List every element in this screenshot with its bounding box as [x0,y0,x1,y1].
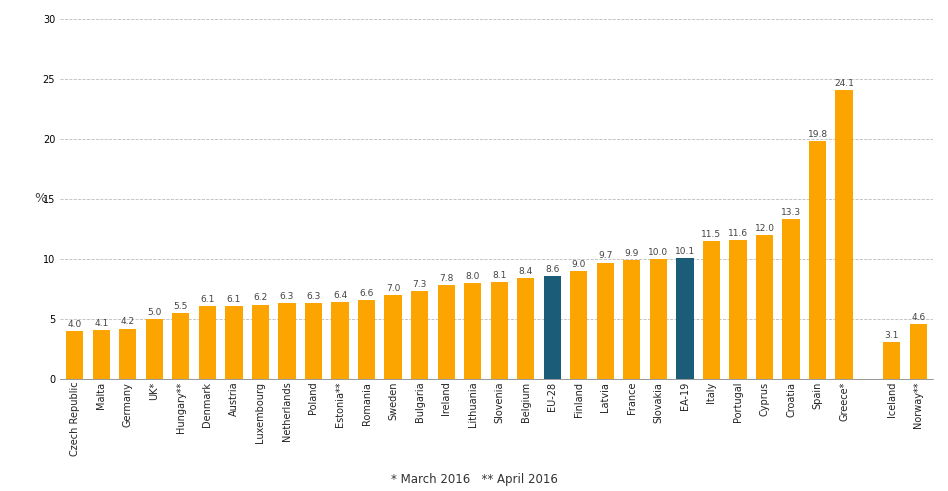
Bar [173,313,190,379]
Bar [782,219,800,379]
Bar [411,291,428,379]
Bar [438,285,455,379]
Text: 19.8: 19.8 [808,130,828,139]
Text: 4.1: 4.1 [94,319,108,327]
Bar [279,303,296,379]
Text: 10.0: 10.0 [648,248,668,257]
Text: 3.1: 3.1 [884,330,899,340]
Bar [119,328,137,379]
Bar [570,271,588,379]
Text: 10.1: 10.1 [675,246,695,256]
Text: 6.1: 6.1 [227,295,241,303]
Bar [910,324,927,379]
Bar [146,319,163,379]
Text: 9.9: 9.9 [625,249,639,258]
Bar [702,241,720,379]
Text: 6.6: 6.6 [359,289,374,298]
Text: 6.2: 6.2 [253,294,267,302]
Bar [729,240,747,379]
Bar [676,258,694,379]
Text: 8.6: 8.6 [545,265,559,273]
Bar [385,295,402,379]
Text: 8.0: 8.0 [465,272,480,281]
Text: 7.8: 7.8 [439,274,453,283]
Y-axis label: %: % [34,192,46,205]
Text: 9.0: 9.0 [572,260,586,269]
Text: 9.7: 9.7 [598,251,612,260]
Bar [884,342,901,379]
Text: 7.3: 7.3 [412,280,427,289]
Bar [226,306,243,379]
Text: 24.1: 24.1 [834,79,854,87]
Bar [809,141,827,379]
Bar [465,283,482,379]
Bar [756,235,774,379]
Text: 8.1: 8.1 [492,271,506,279]
Text: 7.0: 7.0 [386,284,400,293]
Text: 5.0: 5.0 [147,308,161,317]
Bar [517,278,535,379]
Bar [649,259,667,379]
Bar [66,331,83,379]
Text: 12.0: 12.0 [755,224,775,233]
Text: 13.3: 13.3 [781,208,801,217]
Bar [332,302,349,379]
Text: 4.2: 4.2 [120,317,135,327]
Text: 11.5: 11.5 [702,230,721,239]
Bar [199,306,216,379]
Text: 5.5: 5.5 [173,302,188,311]
Text: 8.4: 8.4 [519,267,533,276]
Bar [252,304,269,379]
Bar [305,303,322,379]
Bar [623,260,641,379]
Bar [543,276,561,379]
Text: 4.6: 4.6 [911,313,925,322]
Text: 6.3: 6.3 [306,292,320,301]
Bar [490,282,508,379]
Text: 6.3: 6.3 [280,292,294,301]
Bar [835,90,853,379]
Text: 11.6: 11.6 [728,229,748,238]
Text: 6.4: 6.4 [333,291,347,300]
Bar [93,330,110,379]
Bar [358,300,375,379]
Text: 4.0: 4.0 [67,320,82,329]
Text: 6.1: 6.1 [200,295,214,303]
Text: * March 2016   ** April 2016: * March 2016 ** April 2016 [391,473,557,486]
Bar [596,263,614,379]
